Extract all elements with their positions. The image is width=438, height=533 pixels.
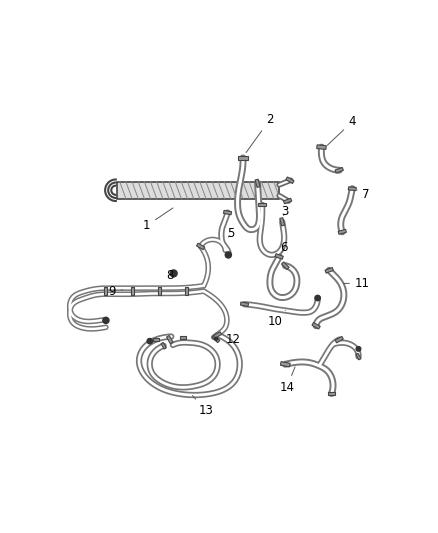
FancyBboxPatch shape xyxy=(356,353,361,360)
Bar xyxy=(117,182,279,199)
Circle shape xyxy=(215,337,218,341)
Text: 9: 9 xyxy=(108,285,122,297)
Circle shape xyxy=(103,317,109,324)
FancyBboxPatch shape xyxy=(104,287,107,295)
FancyBboxPatch shape xyxy=(185,287,188,295)
FancyBboxPatch shape xyxy=(348,187,356,191)
FancyBboxPatch shape xyxy=(338,229,346,235)
FancyBboxPatch shape xyxy=(212,335,220,343)
FancyBboxPatch shape xyxy=(223,211,232,215)
FancyBboxPatch shape xyxy=(280,361,290,367)
Text: 1: 1 xyxy=(143,208,173,232)
FancyBboxPatch shape xyxy=(335,167,343,173)
FancyBboxPatch shape xyxy=(317,145,326,149)
Text: 12: 12 xyxy=(220,333,240,346)
Text: 8: 8 xyxy=(166,269,173,282)
FancyBboxPatch shape xyxy=(131,287,134,295)
Text: 10: 10 xyxy=(268,310,285,328)
FancyBboxPatch shape xyxy=(282,262,289,270)
FancyBboxPatch shape xyxy=(153,338,159,341)
Text: 13: 13 xyxy=(192,395,213,417)
FancyBboxPatch shape xyxy=(238,156,247,160)
Text: 3: 3 xyxy=(282,205,289,219)
FancyBboxPatch shape xyxy=(328,392,336,395)
FancyBboxPatch shape xyxy=(325,268,333,273)
Text: 14: 14 xyxy=(279,367,295,394)
Circle shape xyxy=(356,346,361,351)
FancyBboxPatch shape xyxy=(240,302,248,306)
FancyBboxPatch shape xyxy=(197,243,205,249)
FancyBboxPatch shape xyxy=(335,336,343,343)
FancyBboxPatch shape xyxy=(166,335,173,344)
FancyBboxPatch shape xyxy=(312,322,320,329)
Circle shape xyxy=(315,295,320,301)
Circle shape xyxy=(225,252,231,258)
Text: 11: 11 xyxy=(343,277,370,290)
FancyBboxPatch shape xyxy=(180,336,186,338)
Text: 7: 7 xyxy=(357,188,370,201)
Text: 5: 5 xyxy=(227,227,234,240)
FancyBboxPatch shape xyxy=(280,217,285,226)
Text: 6: 6 xyxy=(280,241,287,254)
Text: 4: 4 xyxy=(327,115,356,145)
FancyBboxPatch shape xyxy=(283,198,292,204)
FancyBboxPatch shape xyxy=(258,203,266,206)
FancyBboxPatch shape xyxy=(286,177,294,183)
FancyBboxPatch shape xyxy=(161,343,166,349)
FancyBboxPatch shape xyxy=(158,287,161,295)
FancyBboxPatch shape xyxy=(275,254,283,259)
FancyBboxPatch shape xyxy=(255,179,260,188)
Circle shape xyxy=(147,338,152,344)
FancyBboxPatch shape xyxy=(213,332,222,338)
Text: 2: 2 xyxy=(246,113,274,152)
Circle shape xyxy=(170,270,177,277)
